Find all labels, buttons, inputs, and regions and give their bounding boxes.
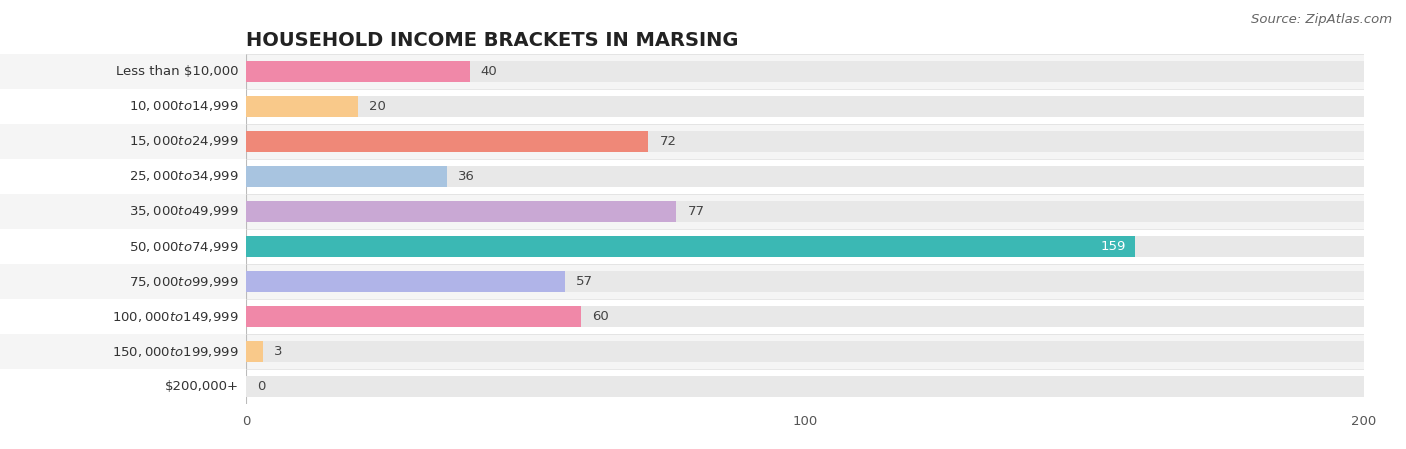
Text: $25,000 to $34,999: $25,000 to $34,999 <box>129 169 239 184</box>
Bar <box>0 229 1406 264</box>
Bar <box>246 131 1364 152</box>
Bar <box>0 334 1406 369</box>
Bar <box>246 341 263 362</box>
Text: $75,000 to $99,999: $75,000 to $99,999 <box>129 274 239 289</box>
Text: $100,000 to $149,999: $100,000 to $149,999 <box>112 309 239 324</box>
Text: Source: ZipAtlas.com: Source: ZipAtlas.com <box>1251 13 1392 26</box>
Bar <box>246 61 1364 82</box>
Bar <box>246 166 447 187</box>
Bar <box>246 96 1364 117</box>
Bar <box>0 264 1406 299</box>
Text: 40: 40 <box>481 65 498 78</box>
Bar <box>246 236 1135 257</box>
Bar <box>0 54 1406 89</box>
Bar <box>246 306 582 327</box>
Bar <box>246 201 676 222</box>
Text: $10,000 to $14,999: $10,000 to $14,999 <box>129 99 239 114</box>
Text: 3: 3 <box>274 345 283 358</box>
Text: 57: 57 <box>576 275 593 288</box>
Bar <box>0 89 1406 124</box>
Bar <box>246 271 565 292</box>
Bar <box>0 124 1406 159</box>
Text: 159: 159 <box>1101 240 1126 253</box>
Text: 77: 77 <box>688 205 704 218</box>
Text: 72: 72 <box>659 135 676 148</box>
Bar <box>0 159 1406 194</box>
Bar <box>0 369 1406 404</box>
Bar <box>0 159 1406 194</box>
Bar <box>0 334 1406 369</box>
Bar <box>0 299 1406 334</box>
Bar <box>0 194 1406 229</box>
Bar <box>0 194 1406 229</box>
Bar <box>246 131 648 152</box>
Text: 60: 60 <box>592 310 609 323</box>
Text: $35,000 to $49,999: $35,000 to $49,999 <box>129 204 239 219</box>
Bar <box>0 299 1406 334</box>
Text: $15,000 to $24,999: $15,000 to $24,999 <box>129 134 239 149</box>
Bar <box>0 54 1406 89</box>
Text: $150,000 to $199,999: $150,000 to $199,999 <box>112 344 239 359</box>
Text: Less than $10,000: Less than $10,000 <box>117 65 239 78</box>
Bar <box>0 124 1406 159</box>
Bar <box>246 341 1364 362</box>
Text: 0: 0 <box>257 380 266 393</box>
Bar <box>246 96 357 117</box>
Bar <box>0 229 1406 264</box>
Bar <box>246 61 470 82</box>
Text: 20: 20 <box>368 100 385 113</box>
Bar <box>246 201 1364 222</box>
Bar <box>246 166 1364 187</box>
Text: $200,000+: $200,000+ <box>165 380 239 393</box>
Bar <box>246 376 1364 397</box>
Text: $50,000 to $74,999: $50,000 to $74,999 <box>129 239 239 254</box>
Bar <box>246 271 1364 292</box>
Text: 36: 36 <box>458 170 475 183</box>
Text: HOUSEHOLD INCOME BRACKETS IN MARSING: HOUSEHOLD INCOME BRACKETS IN MARSING <box>246 31 738 50</box>
Bar <box>0 264 1406 299</box>
Bar <box>246 236 1364 257</box>
Bar <box>246 306 1364 327</box>
Bar <box>0 369 1406 404</box>
Bar <box>0 89 1406 124</box>
